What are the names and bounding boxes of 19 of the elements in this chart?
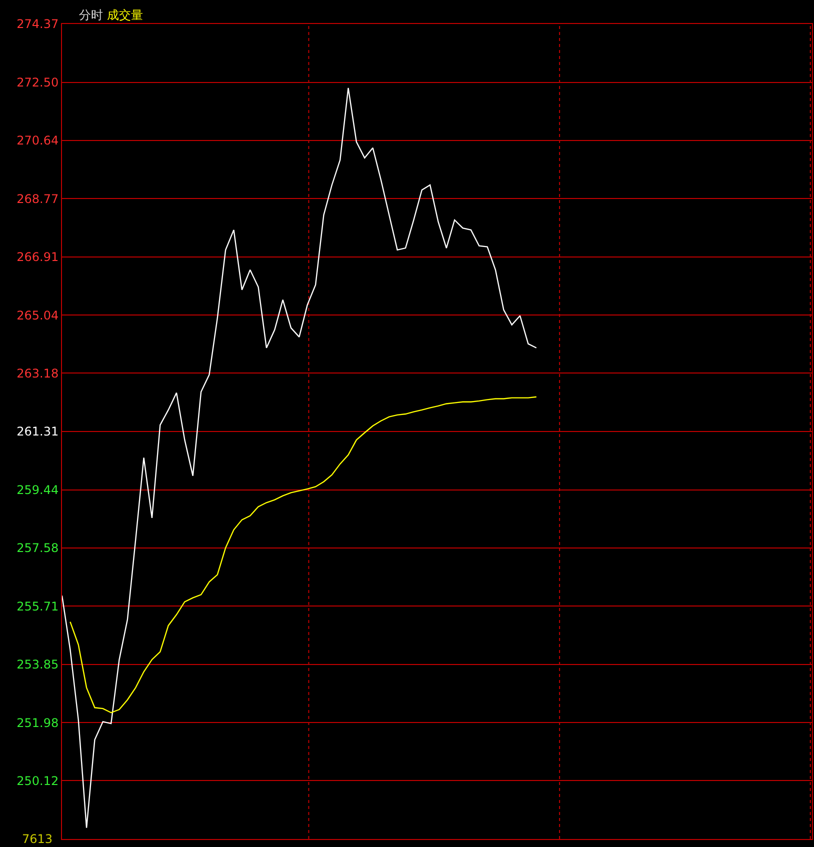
y-tick-label: 253.85: [16, 657, 59, 672]
text: 7613: [22, 832, 53, 846]
y-tick-label: 263.18: [16, 366, 59, 380]
y-tick-label: 257.58: [16, 541, 59, 556]
y-tick-label: 274.37: [16, 17, 59, 32]
line-series: [62, 87, 537, 828]
y-tick-label: 270.64: [16, 134, 59, 148]
y-tick-label: 268.77: [16, 192, 59, 206]
y-tick-label: 266.91: [16, 250, 59, 264]
y-tick-label: 272.50: [16, 76, 59, 90]
chart-subtitle: 成交量: [106, 8, 143, 22]
y-tick-label: 261.31: [16, 424, 59, 439]
y-tick-label: 255.71: [16, 599, 59, 614]
y-tick-label: 251.98: [16, 716, 59, 730]
line-series: [70, 396, 537, 714]
chart-title: 分时: [79, 8, 103, 22]
y-tick-label: 265.04: [16, 308, 59, 322]
y-tick-label: 250.12: [16, 774, 59, 788]
y-tick-label: 259.44: [16, 483, 59, 498]
